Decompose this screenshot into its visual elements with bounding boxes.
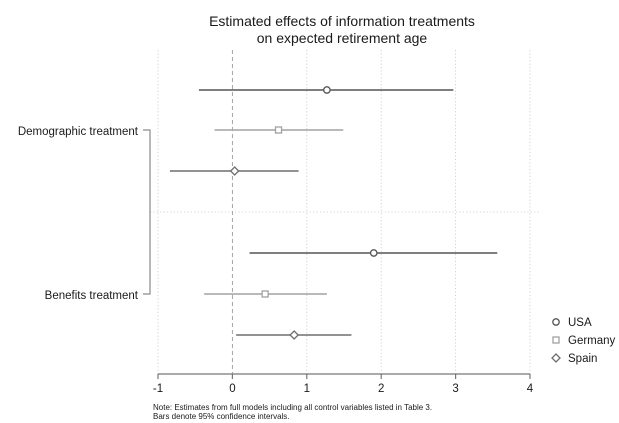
point-estimate-usa-demographic [323,86,331,94]
group-label-benefits-treatment: Benefits treatment [45,290,139,302]
legend-marker-germany [552,336,560,344]
series-layer [169,86,498,340]
note-line-1: Note: Estimates from full models includi… [153,403,432,412]
x-tick-label-1: 0 [229,383,235,395]
x-tick-label-0: -1 [153,383,163,395]
legend-label-usa: USA [568,317,592,329]
frame-layer [143,129,531,379]
point-estimate-germany-benefits [261,290,269,298]
text-layer: Estimated effects of information treatme… [18,13,534,421]
note-line-2: Bars denote 95% confidence intervals. [153,412,290,421]
legend-label-spain: Spain [568,353,597,365]
x-tick-label-5: 4 [527,383,534,395]
group-axis-bracket [143,129,151,295]
point-estimate-spain-benefits [289,330,300,340]
chart-title-line-1: Estimated effects of information treatme… [209,13,475,29]
point-estimate-germany-demographic [274,126,283,134]
x-tick-label-4: 3 [452,383,458,395]
x-tick-label-2: 1 [304,383,310,395]
legend-marker-usa [552,318,560,326]
chart-title-line-2: on expected retirement age [257,30,428,46]
legend-label-germany: Germany [568,335,616,347]
point-estimate-spain-demographic [229,166,240,176]
legend-marker-spain [551,353,561,363]
grid-layer [150,50,540,374]
x-tick-label-3: 2 [378,383,384,395]
legend: USA Germany Spain [551,317,616,365]
point-estimate-usa-benefits [369,249,378,257]
group-label-demographic-treatment: Demographic treatment [18,126,139,138]
